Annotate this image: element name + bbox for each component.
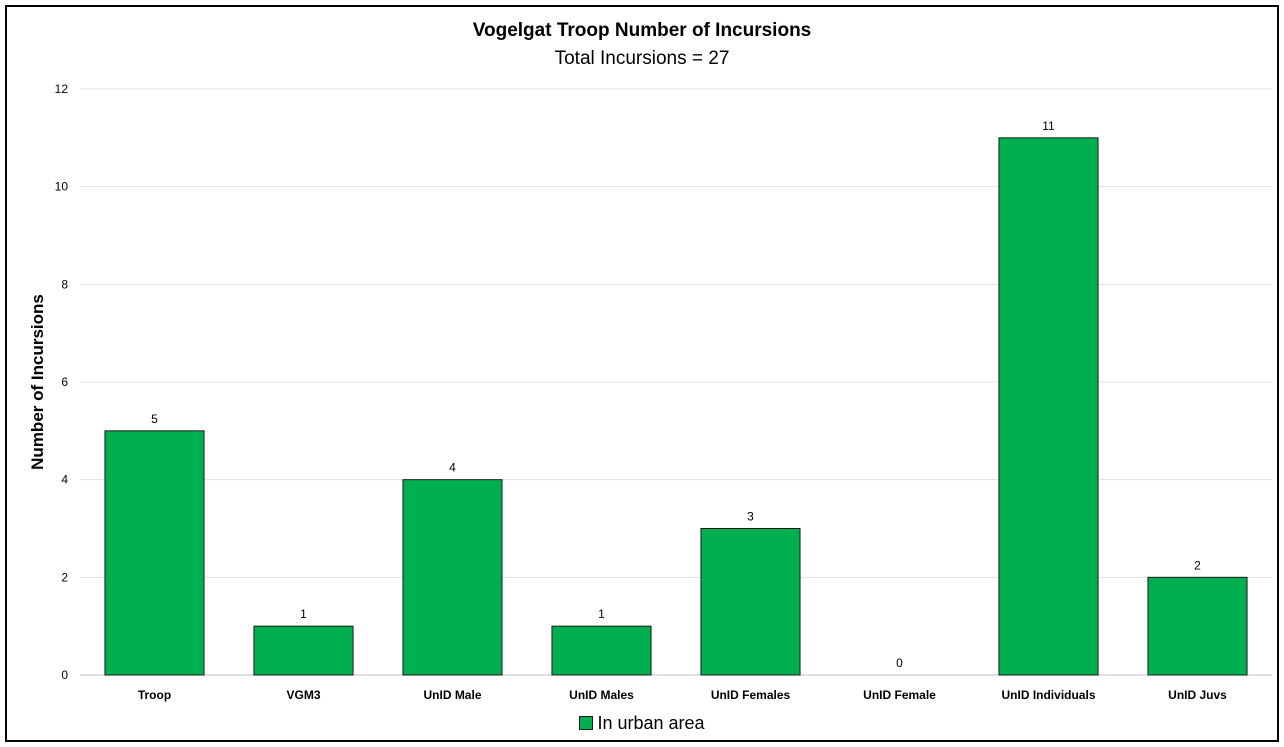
- bar: [402, 479, 503, 676]
- x-tick-label: UnID Juvs: [1168, 688, 1227, 702]
- x-tick-label: UnID Males: [569, 688, 634, 702]
- y-tick-label: 4: [61, 473, 68, 487]
- y-tick-label: 2: [61, 570, 68, 584]
- legend-label: In urban area: [597, 713, 705, 733]
- x-tick-label: UnID Male: [423, 688, 481, 702]
- chart-subtitle: Total Incursions = 27: [554, 48, 730, 69]
- y-tick-label: 12: [55, 82, 69, 96]
- bar: [551, 625, 652, 676]
- bar: [1147, 576, 1248, 676]
- bar: [998, 137, 1099, 676]
- x-tick-label: VGM3: [286, 688, 320, 702]
- bar: [104, 430, 205, 676]
- x-tick-label: UnID Females: [711, 688, 791, 702]
- data-label: 0: [896, 656, 903, 670]
- x-tick-label: Troop: [138, 688, 171, 702]
- x-tick-label: UnID Individuals: [1001, 688, 1095, 702]
- data-label: 1: [300, 607, 307, 621]
- legend: In urban area: [0, 713, 1284, 734]
- data-label: 3: [747, 510, 754, 524]
- data-label: 4: [449, 461, 456, 475]
- y-tick-label: 8: [61, 277, 68, 291]
- data-label: 5: [151, 412, 158, 426]
- bar: [253, 625, 354, 676]
- data-label: 1: [598, 607, 605, 621]
- chart-title: Vogelgat Troop Number of Incursions: [472, 20, 812, 41]
- bar: [700, 528, 801, 676]
- y-tick-label: 0: [61, 668, 68, 682]
- legend-swatch: [579, 716, 594, 730]
- y-axis-title: Number of Incursions: [28, 294, 47, 470]
- data-label: 11: [1042, 119, 1055, 133]
- y-tick-label: 6: [61, 375, 68, 389]
- x-tick-label: UnID Female: [863, 688, 936, 702]
- y-tick-label: 10: [55, 180, 69, 194]
- data-label: 2: [1194, 558, 1201, 572]
